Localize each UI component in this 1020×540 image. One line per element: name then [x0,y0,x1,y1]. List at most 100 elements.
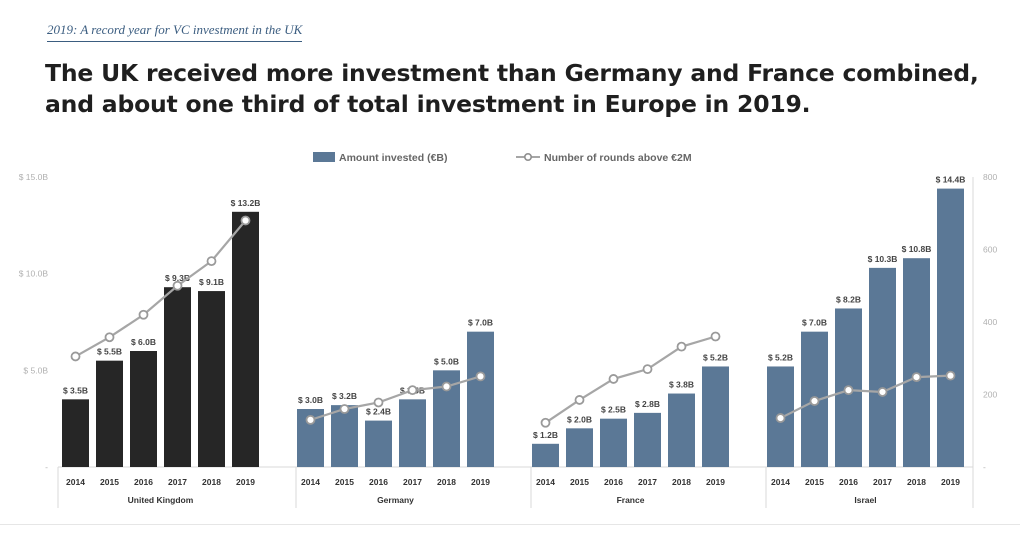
bar [634,412,661,467]
rounds-point [240,215,251,226]
year-tick-label: 2016 [839,477,858,487]
bar [365,420,392,467]
rounds-point [70,351,81,362]
bar [566,428,593,467]
year-tick-label: 2018 [437,477,456,487]
rounds-line [310,375,481,421]
bar-value-label: $ 2.5B [601,405,626,415]
rounds-line [544,335,716,424]
legend: Amount invested (€B) Number of rounds ab… [313,152,692,164]
bar-value-label: $ 2.4B [366,407,391,417]
year-tick-label: 2017 [638,477,657,487]
rounds-point [339,404,350,414]
group-name-label: Israel [854,495,876,505]
rounds-point [407,385,418,396]
year-tick-label: 2018 [202,477,221,487]
legend-bar-label: Amount invested (€B) [339,152,448,164]
bar [903,258,930,467]
rounds-point [877,387,888,397]
bar [532,443,559,467]
bar [198,291,225,467]
group-name-label: Germany [377,495,414,505]
year-tick-label: 2015 [335,477,354,487]
bar-value-label: $ 5.0B [434,356,459,366]
right-axis-tick-label: 800 [983,172,997,182]
bar [937,188,964,467]
right-axis-tick-label: - [983,462,986,472]
rounds-point [540,417,551,428]
rounds-point [574,395,585,405]
bar [668,393,695,467]
year-tick-label: 2018 [907,477,926,487]
bar-value-label: $ 10.3B [868,254,898,264]
year-tick-label: 2014 [771,477,790,487]
year-tick-label: 2019 [941,477,960,487]
bar-value-label: $ 10.8B [902,244,932,254]
bar-value-label: $ 2.0B [567,414,592,424]
group-france: $ 1.2B 2014 $ 2.0B 2015 $ 2.5B 2016 $ 2.8B 2017… [532,331,729,505]
bar [702,366,729,467]
year-tick-label: 2014 [536,477,555,487]
right-axis: - 200 400 600 800 [972,172,997,472]
left-axis-tick-label: $ 10.0B [19,269,49,279]
rounds-point [945,370,956,381]
rounds-point [676,341,687,352]
year-tick-label: 2017 [168,477,187,487]
left-axis-tick-label: - [45,462,48,472]
bar-value-label: $ 5.2B [768,352,793,362]
year-tick-label: 2015 [805,477,824,487]
bar [130,351,157,467]
bar [62,399,89,467]
year-tick-label: 2015 [100,477,119,487]
year-tick-label: 2014 [66,477,85,487]
rounds-point [305,414,316,425]
rounds-line [74,219,247,358]
chart-groups: $ 3.5B 2014 $ 5.5B 2015 $ 6.0B 2016 $ 9.3B 2017… [57,175,974,508]
bar-value-label: $ 5.2B [703,352,728,362]
year-tick-label: 2019 [236,477,255,487]
rounds-point [775,413,786,423]
page-title: The UK received more investment than Ger… [45,59,979,118]
rounds-point [642,364,653,375]
rounds-point [475,371,486,382]
right-axis-tick-label: 400 [983,317,997,327]
year-tick-label: 2014 [301,477,320,487]
right-axis-tick-label: 200 [983,390,997,400]
year-tick-label: 2019 [471,477,490,487]
year-tick-label: 2019 [706,477,725,487]
bar [600,418,627,467]
rounds-point [809,396,820,406]
bar-value-label: $ 8.2B [836,294,861,304]
group-name-label: France [617,495,645,505]
footer-divider [0,524,1020,525]
group-name-label: United Kingdom [128,495,194,505]
right-axis-tick-label: 600 [983,245,997,255]
bar-value-label: $ 3.8B [669,380,694,390]
bar [331,405,358,467]
group-united-kingdom: $ 3.5B 2014 $ 5.5B 2015 $ 6.0B 2016 $ 9.3B 2017… [62,198,260,505]
kicker-subtitle: 2019: A record year for VC investment in… [47,22,303,42]
legend-line-marker [523,153,532,162]
bar-value-label: $ 1.2B [533,430,558,440]
bar [467,331,494,467]
rounds-point [206,256,217,267]
bar-value-label: $ 7.0B [802,318,827,328]
left-axis-tick-label: $ 5.0B [23,365,48,375]
bar-value-label: $ 9.3B [165,273,190,283]
year-tick-label: 2017 [403,477,422,487]
year-tick-label: 2016 [369,477,388,487]
rounds-point [843,385,854,396]
bar-value-label: $ 3.5B [63,385,88,395]
bar-value-label: $ 7.0B [468,318,493,328]
year-tick-label: 2016 [134,477,153,487]
left-axis-tick-label: $ 15.0B [19,172,49,182]
group-israel: $ 5.2B 2014 $ 7.0B 2015 $ 8.2B 2016 $ 10.3B 201… [767,175,965,505]
rounds-line [780,374,951,420]
legend-line-label: Number of rounds above €2M [544,152,692,164]
bar-value-label: $ 6.0B [131,337,156,347]
year-tick-label: 2018 [672,477,691,487]
bar-value-label: $ 9.1B [199,277,224,287]
rounds-point [172,280,183,291]
